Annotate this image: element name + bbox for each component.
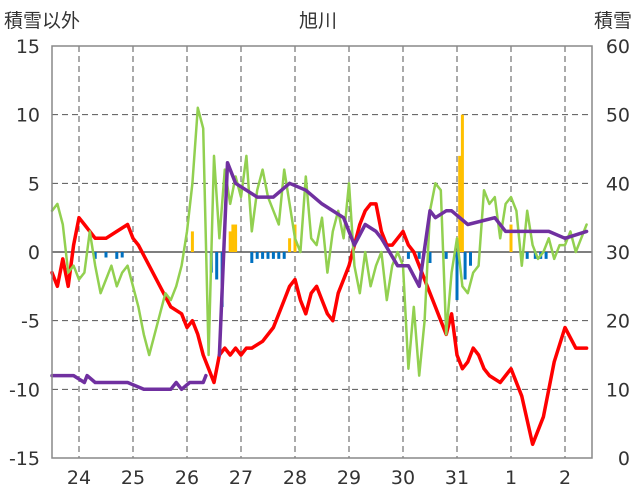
x-tick-label: 25 <box>121 467 145 489</box>
precip-bar <box>460 114 464 253</box>
right-tick-label: 0 <box>618 448 630 470</box>
left-tick-label: -5 <box>21 311 40 333</box>
precip-bar <box>544 252 548 259</box>
precip-bar <box>255 252 259 259</box>
precip-bar <box>228 231 232 252</box>
x-tick-label: 29 <box>337 467 361 489</box>
left-tick-label: 15 <box>16 36 40 58</box>
precip-bar <box>190 231 194 252</box>
x-tick-label: 26 <box>175 467 199 489</box>
x-tick-label: 31 <box>445 467 469 489</box>
precip-bar <box>261 252 265 259</box>
right-tick-label: 10 <box>606 379 630 401</box>
precip-bar <box>271 252 275 259</box>
precip-bar <box>215 252 219 280</box>
precip-bar <box>282 252 286 259</box>
precip-bar <box>231 224 235 252</box>
precip-bar <box>444 252 448 259</box>
right-tick-label: 60 <box>606 36 630 58</box>
x-tick-label: 27 <box>229 467 253 489</box>
x-tick-label: 28 <box>283 467 307 489</box>
precip-bar <box>463 252 467 280</box>
left-tick-label: 5 <box>28 173 40 195</box>
right-axis-label: 積雪 <box>594 10 632 32</box>
precip-bar <box>234 224 238 252</box>
precip-bar <box>266 252 270 259</box>
precip-bar <box>277 252 281 259</box>
x-tick-label: 30 <box>391 467 415 489</box>
snow-depth-line <box>50 373 208 392</box>
left-tick-label: 10 <box>16 105 40 127</box>
left-tick-label: 0 <box>28 242 40 264</box>
right-tick-label: 50 <box>606 105 630 127</box>
precip-bar <box>250 252 254 263</box>
precip-bar <box>288 238 292 252</box>
precip-bar <box>417 252 421 259</box>
left-tick-label: -10 <box>9 379 40 401</box>
left-tick-label: -15 <box>9 448 40 470</box>
precip-bar <box>458 155 462 252</box>
series-lines <box>50 106 589 447</box>
left-axis-label: 積雪以外 <box>4 10 80 32</box>
precip-bar <box>93 252 97 259</box>
x-tick-label: 2 <box>559 467 571 489</box>
chart-title: 旭川 <box>299 10 337 32</box>
plot-area-frame <box>51 45 593 459</box>
precip-bar <box>120 252 124 258</box>
precip-bar <box>509 224 513 252</box>
temperature-line <box>50 202 589 447</box>
x-tick-label: 24 <box>67 467 91 489</box>
right-tick-label: 30 <box>606 242 630 264</box>
precip-bar <box>428 252 432 263</box>
wind-line <box>50 106 588 377</box>
x-tick-label: 1 <box>505 467 517 489</box>
precip-bar <box>115 252 119 259</box>
right-tick-label: 20 <box>606 311 630 333</box>
precip-bar <box>104 252 108 258</box>
precip-bar <box>469 252 472 266</box>
precip-bar <box>525 252 529 259</box>
right-tick-label: 40 <box>606 173 630 195</box>
precip-bar <box>406 252 410 259</box>
precip-bar <box>455 252 459 301</box>
precip-bar <box>533 252 537 259</box>
snow-depth-line <box>217 160 589 357</box>
